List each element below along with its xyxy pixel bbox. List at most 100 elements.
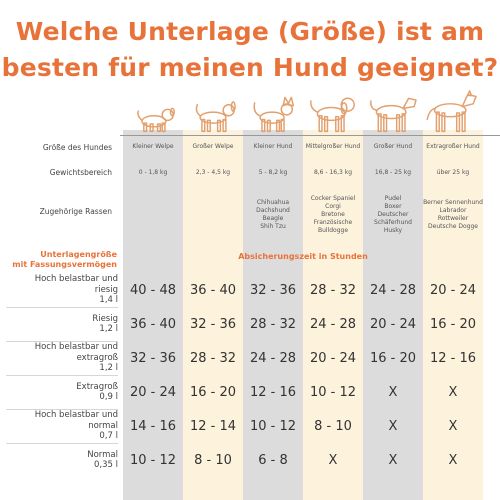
pad-size-label-line: mit Fassungsvermögen (12, 260, 117, 269)
pad-size-row-label-line: riesig (94, 284, 118, 295)
time-header: Absicherungszeit in Stunden (238, 252, 368, 261)
time-value-cell: 10 - 12 (129, 452, 177, 468)
column-background (123, 130, 183, 500)
time-value-cell: 36 - 40 (189, 282, 237, 298)
time-value-cell: 24 - 28 (249, 350, 297, 366)
extra-large-dog-icon (425, 90, 481, 136)
small-dog-icon (245, 90, 301, 136)
time-value-cell: 36 - 40 (129, 316, 177, 332)
time-value-cell: X (448, 384, 458, 400)
time-value-cell: 20 - 24 (429, 282, 477, 298)
time-value-cell: X (388, 418, 398, 434)
pad-size-row-label: Riesig 1,2 l (0, 314, 118, 335)
pad-size-row-label-line: normal (88, 420, 118, 431)
column-background (363, 130, 423, 500)
breed-name: Rottweiler (437, 215, 469, 222)
time-value-cell: 32 - 36 (249, 282, 297, 298)
time-value-cell: X (388, 452, 398, 468)
breeds-cell (123, 192, 183, 238)
pad-size-row-label-line: 1,4 l (99, 295, 118, 306)
breed-name: Berner Sennenhund (423, 199, 483, 206)
time-value-cell: 20 - 24 (309, 350, 357, 366)
pad-size-row-label: Hoch belastbar und riesig 1,4 l (0, 274, 118, 306)
time-value-cell: 12 - 14 (189, 418, 237, 434)
breed-name: Deutscher (377, 211, 409, 218)
row-separator (6, 307, 118, 308)
time-value-cell: 32 - 36 (129, 350, 177, 366)
pad-size-row-label-line: 0,35 l (94, 460, 118, 470)
row-separator (6, 443, 118, 444)
title-line-2: besten für meinen Hund geeignet? (1, 53, 499, 82)
breed-name: Pudel (384, 195, 402, 202)
breeds-cell: Cocker Spaniel Corgi Bretone Französische Bu… (303, 192, 363, 238)
breed-name: Cocker Spaniel (310, 195, 356, 202)
breed-name: Französische (313, 219, 353, 226)
dog-size-cell: Extragroßer Hund (426, 143, 480, 150)
breed-name: Schäferhund (374, 219, 412, 226)
column-background (303, 130, 363, 500)
pad-size-row-label-line: Riesig (92, 313, 118, 324)
pad-size-row-label-line: Extragroß (76, 381, 118, 392)
puppy-large-icon (185, 90, 241, 136)
time-value-cell: 28 - 32 (249, 316, 297, 332)
breed-name: Husky (383, 227, 403, 234)
time-value-cell: 14 - 16 (129, 418, 177, 434)
time-value-cell: X (448, 418, 458, 434)
title-line-1: Welche Unterlage (Größe) ist am (15, 17, 485, 46)
time-value-cell: 24 - 28 (309, 316, 357, 332)
breed-name: Deutsche Dogge (428, 223, 478, 230)
breed-name: Boxer (384, 203, 402, 210)
time-value-cell: X (328, 452, 338, 468)
time-value-cell: X (448, 452, 458, 468)
breed-name: Labrador (439, 207, 467, 214)
pad-size-row-label: Hoch belastbar und extragroß 1,2 l (0, 342, 118, 374)
pad-size-row-label-line: Hoch belastbar und (34, 410, 118, 421)
dog-size-cell: Großer Welpe (192, 143, 234, 150)
time-value-cell: 8 - 10 (194, 452, 232, 468)
pad-size-row-label: Hoch belastbar und normal 0,7 l (0, 410, 118, 442)
time-value-cell: 24 - 28 (369, 282, 417, 298)
weight-cell: 16,8 - 25 kg (374, 169, 412, 176)
breed-name: Beagle (262, 215, 284, 222)
weight-cell: 0 - 1,8 kg (138, 169, 168, 176)
breeds-cell: Chihuahua Dachshund Beagle Shih Tzu (243, 192, 303, 238)
breed-name: Corgi (325, 203, 341, 210)
breeds-cell: Berner Sennenhund Labrador Rottweiler Deuts… (423, 192, 483, 238)
pad-size-row-label-line: 1,2 l (99, 363, 118, 374)
pad-size-label: Unterlagengröße mit Fassungsvermögen (0, 250, 117, 270)
pad-size-row-label-line: Hoch belastbar und (34, 342, 118, 353)
time-value-cell: 12 - 16 (249, 384, 297, 400)
pad-size-row-label-line: 0,7 l (99, 431, 118, 442)
weight-cell: über 25 kg (436, 169, 470, 176)
weight-cell: 5 - 8,2 kg (258, 169, 288, 176)
medium-dog-icon (305, 90, 361, 136)
time-value-cell: 10 - 12 (249, 418, 297, 434)
dog-size-cell: Kleiner Hund (253, 143, 293, 150)
pad-size-row-label-line: Normal (87, 449, 118, 460)
breed-name: Bulldogge (317, 227, 349, 234)
pad-size-row-label-line: Hoch belastbar und (34, 274, 118, 285)
breed-name: Dachshund (256, 207, 290, 214)
pad-size-row-label-line: extragroß (76, 352, 118, 363)
dog-size-cell: Großer Hund (373, 143, 413, 150)
row-separator (6, 409, 118, 410)
pad-size-row-label: Normal 0,35 l (0, 450, 118, 471)
pad-size-row-label-line: 1,2 l (99, 324, 118, 334)
time-value-cell: 40 - 48 (129, 282, 177, 298)
time-value-cell: 28 - 32 (309, 282, 357, 298)
page-title: Welche Unterlage (Größe) ist am besten f… (0, 14, 500, 86)
time-value-cell: 8 - 10 (314, 418, 352, 434)
pad-size-label-line: Unterlagengröße (40, 250, 117, 259)
label-breeds: Zugehörige Rassen (39, 207, 112, 216)
time-value-cell: 6 - 8 (258, 452, 288, 468)
time-value-cell: 28 - 32 (189, 350, 237, 366)
dog-size-cell: Kleiner Welpe (132, 143, 174, 150)
time-value-cell: 16 - 20 (189, 384, 237, 400)
puppy-small-icon (125, 90, 181, 136)
time-value-cell: 10 - 12 (309, 384, 357, 400)
column-background (243, 130, 303, 500)
weight-cell: 2,3 - 4,5 kg (195, 169, 231, 176)
time-value-cell: X (388, 384, 398, 400)
breeds-cell: Pudel Boxer Deutscher Schäferhund Husky (363, 192, 423, 238)
large-dog-icon (365, 90, 421, 136)
